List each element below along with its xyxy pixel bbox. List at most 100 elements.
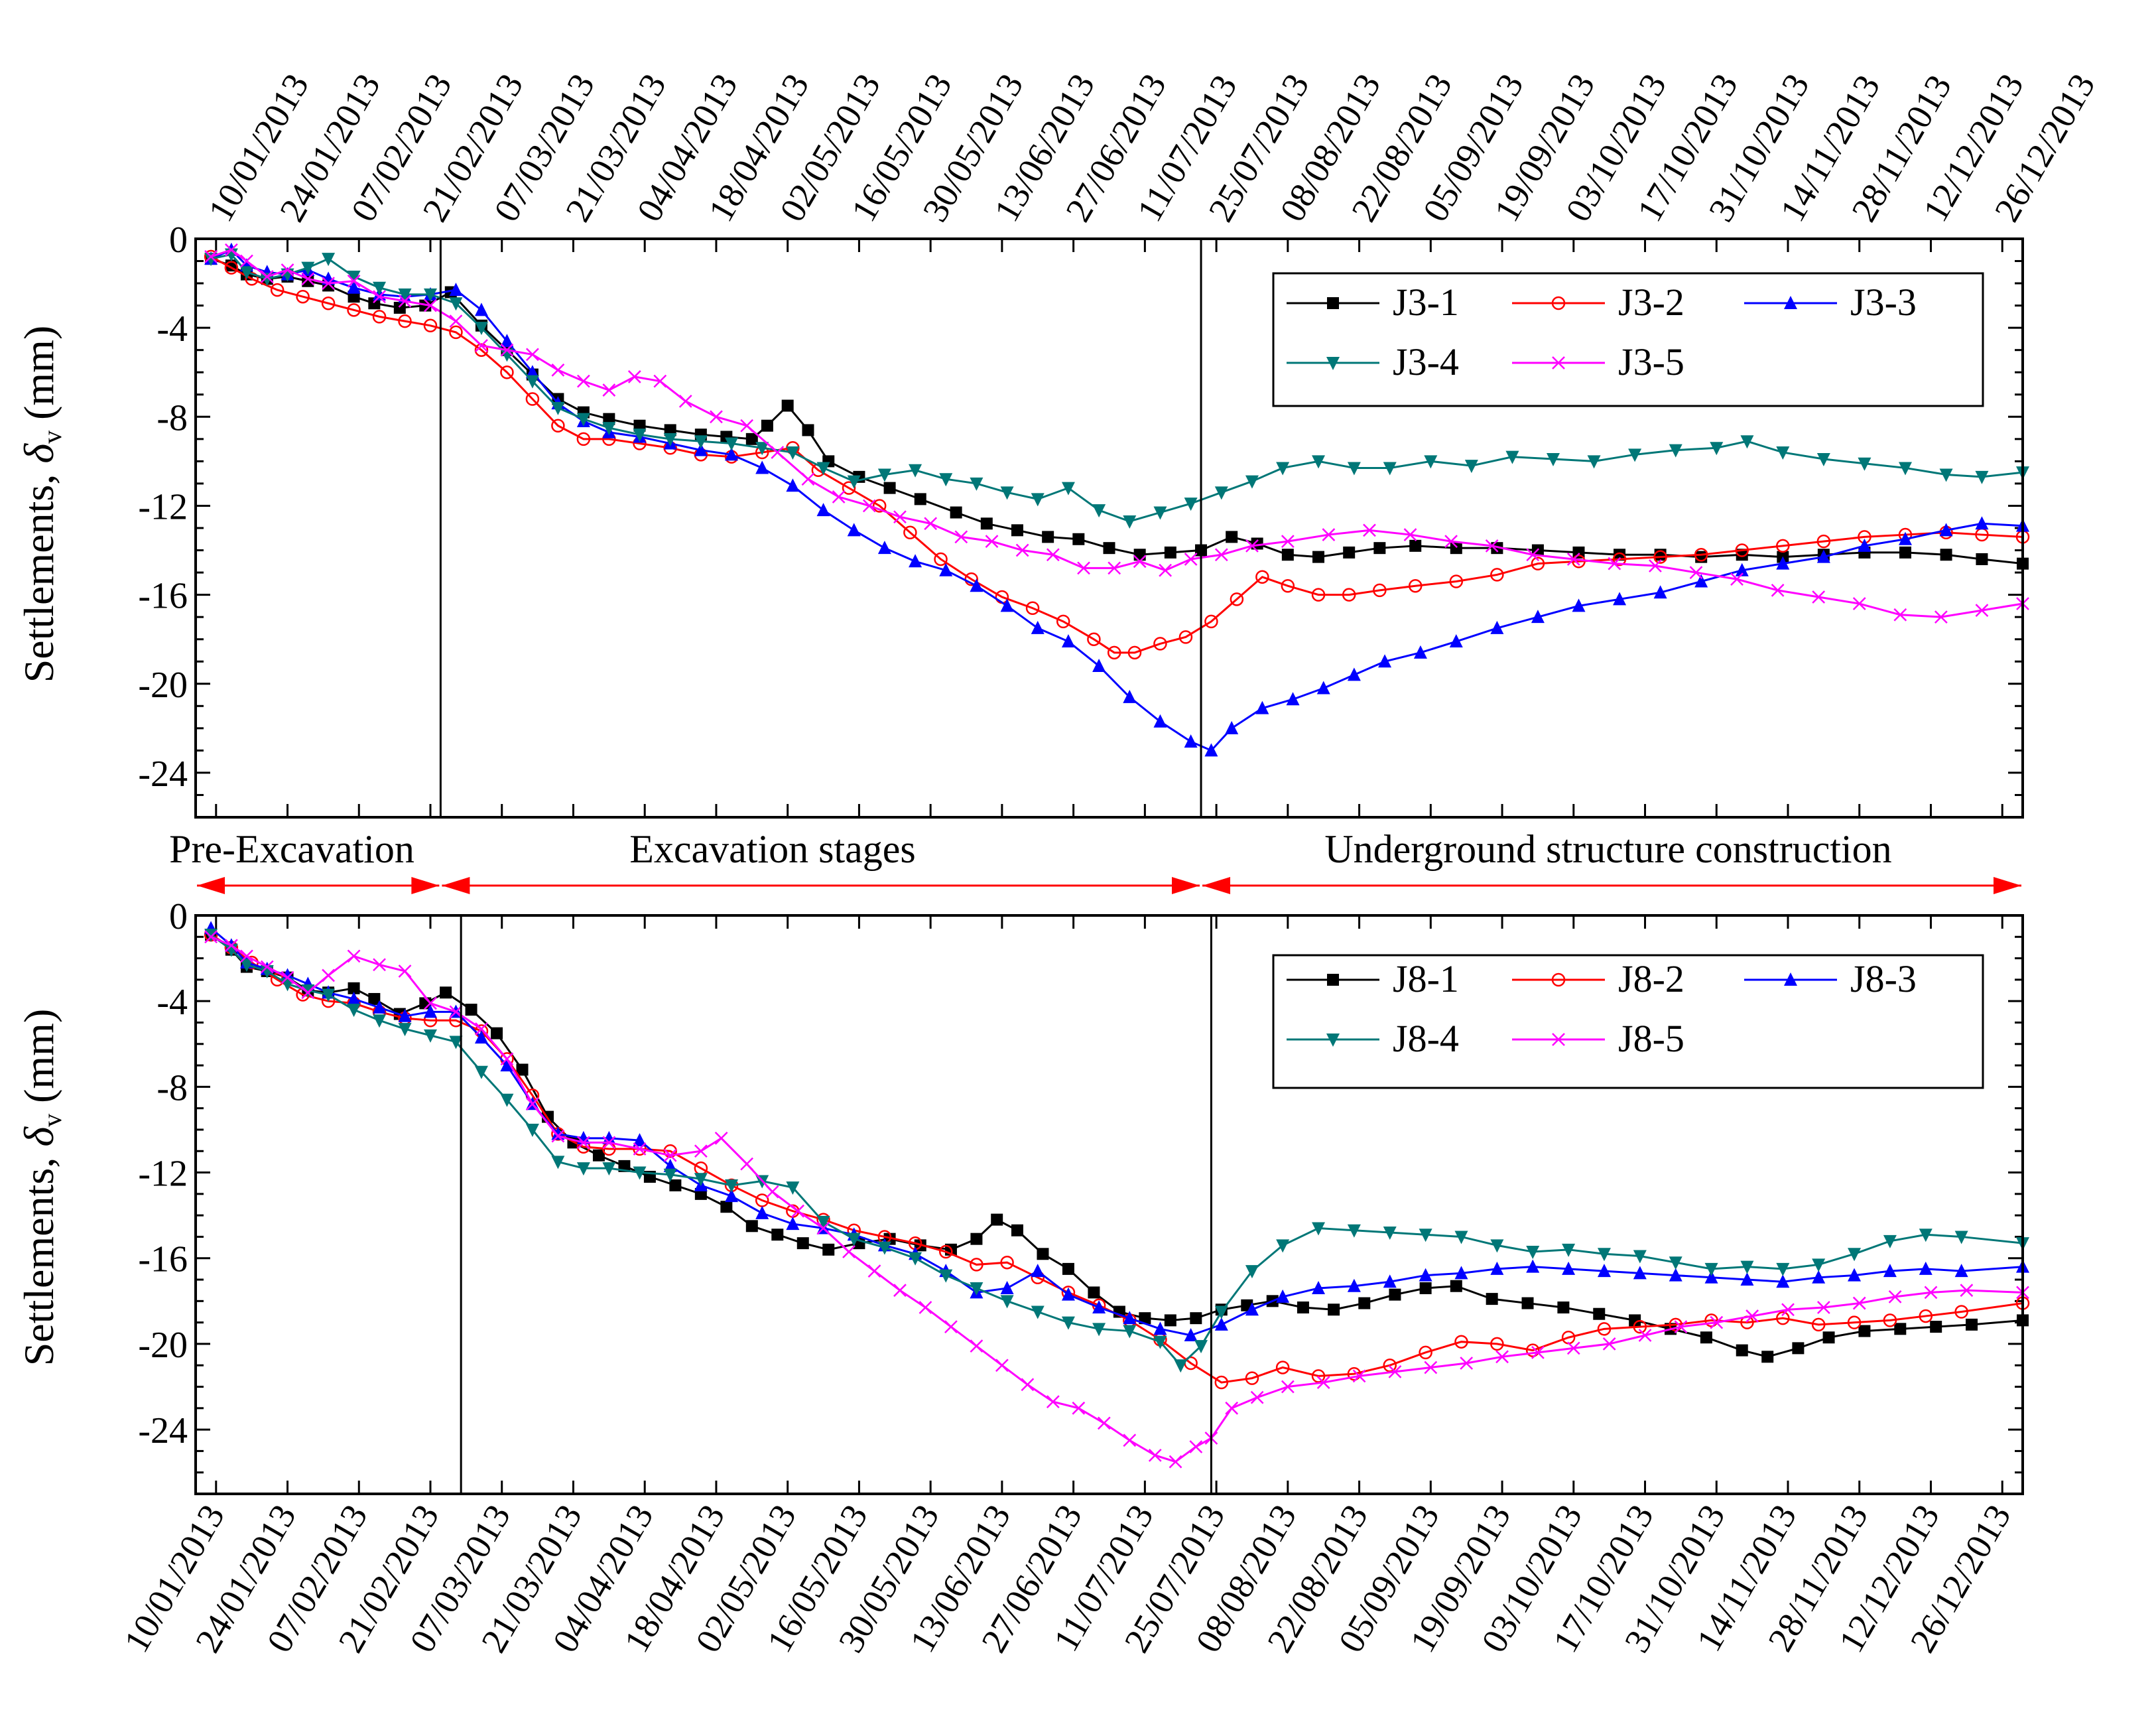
data-point <box>816 1215 830 1229</box>
data-point <box>1562 1261 1576 1275</box>
data-point <box>842 1245 856 1258</box>
data-point <box>1525 1343 1540 1357</box>
bottom-plot-frame <box>194 914 2024 1495</box>
data-point <box>1424 455 1438 469</box>
data-point <box>1281 535 1295 549</box>
y-tick-label: -8 <box>157 1067 188 1108</box>
data-point <box>1919 1261 1933 1275</box>
data-point <box>1812 1258 1826 1272</box>
data-point <box>602 1162 616 1176</box>
data-point <box>301 272 315 286</box>
data-point <box>322 271 336 285</box>
data-point <box>822 1243 835 1256</box>
data-point <box>500 1058 514 1072</box>
data-point <box>786 478 800 492</box>
data-point <box>449 297 463 311</box>
data-point <box>1373 583 1387 598</box>
data-point <box>1056 614 1070 629</box>
data-point <box>1312 551 1325 563</box>
data-point <box>1424 1361 1438 1374</box>
data-point <box>791 1204 804 1218</box>
data-point <box>1245 539 1259 553</box>
data-point <box>1975 604 1989 617</box>
data-point <box>398 288 412 302</box>
top-chart-panel: 10/01/201324/01/201307/02/201321/02/2013… <box>15 67 2103 819</box>
data-point <box>1811 1317 1826 1332</box>
data-point <box>694 435 708 449</box>
data-point <box>347 271 361 285</box>
y-tick-label: -8 <box>157 397 188 438</box>
data-point <box>1674 1320 1688 1333</box>
data-point <box>1123 1434 1137 1447</box>
data-point <box>714 1131 728 1145</box>
data-point <box>440 986 452 999</box>
data-point <box>516 1063 529 1076</box>
data-point <box>755 1205 769 1219</box>
data-point <box>424 996 437 1010</box>
data-point <box>1587 455 1601 469</box>
data-point <box>720 1201 733 1213</box>
data-point <box>1189 1440 1203 1453</box>
data-point <box>1608 557 1621 570</box>
data-point <box>1281 549 1294 561</box>
data-point <box>474 1030 488 1044</box>
data-point <box>1281 1380 1295 1394</box>
data-point <box>526 348 539 362</box>
y-tick-label: -24 <box>138 1410 188 1451</box>
data-point <box>1316 1376 1330 1389</box>
data-point <box>602 422 616 436</box>
legend-marker <box>1327 974 1339 986</box>
data-point <box>1000 598 1014 612</box>
data-point <box>1566 553 1580 566</box>
data-point <box>1781 1303 1795 1317</box>
data-point <box>934 552 948 567</box>
data-point <box>633 1133 647 1147</box>
data-point <box>1486 1293 1498 1305</box>
data-point <box>1388 1365 1402 1378</box>
data-point <box>1419 1282 1432 1294</box>
data-point <box>1531 610 1545 624</box>
data-point <box>786 1217 800 1231</box>
data-point <box>1178 630 1193 644</box>
data-point <box>694 1173 708 1187</box>
data-point <box>1745 1309 1759 1323</box>
data-point <box>465 1004 477 1016</box>
data-point <box>1633 1266 1647 1280</box>
data-point <box>500 343 514 357</box>
data-point <box>281 970 294 984</box>
data-point <box>1740 435 1754 449</box>
data-point <box>1255 570 1269 584</box>
data-point <box>1347 1224 1361 1238</box>
data-point <box>1966 1318 1978 1331</box>
data-point <box>939 473 953 487</box>
data-point <box>1328 1303 1340 1316</box>
data-point <box>1184 553 1198 566</box>
data-point <box>1276 462 1290 476</box>
data-point <box>348 982 360 994</box>
y-tick-label: 0 <box>169 220 188 261</box>
data-point <box>1225 1401 1239 1415</box>
data-point <box>1347 1367 1362 1381</box>
data-point <box>474 1065 488 1079</box>
data-point <box>1975 516 1989 530</box>
data-point <box>1281 578 1295 593</box>
legend-marker <box>1551 972 1566 987</box>
bottom-legend: J8-1 J8-2 J8-3 J8-4 J8-5 <box>1272 954 1984 1089</box>
data-point <box>1342 588 1356 602</box>
data-point <box>745 433 758 445</box>
data-point <box>576 413 590 427</box>
data-point <box>1413 645 1427 659</box>
data-point <box>801 472 815 486</box>
data-point <box>576 1136 590 1150</box>
data-point <box>500 334 514 348</box>
data-point <box>449 283 463 297</box>
data-point <box>423 1004 437 1018</box>
data-point <box>1740 1272 1754 1286</box>
data-point <box>669 1179 682 1191</box>
data-point <box>796 1237 809 1250</box>
data-point <box>1562 1243 1576 1257</box>
data-point <box>393 301 406 314</box>
data-point <box>1597 1248 1611 1262</box>
data-point <box>1159 563 1173 577</box>
data-point <box>1408 578 1423 593</box>
